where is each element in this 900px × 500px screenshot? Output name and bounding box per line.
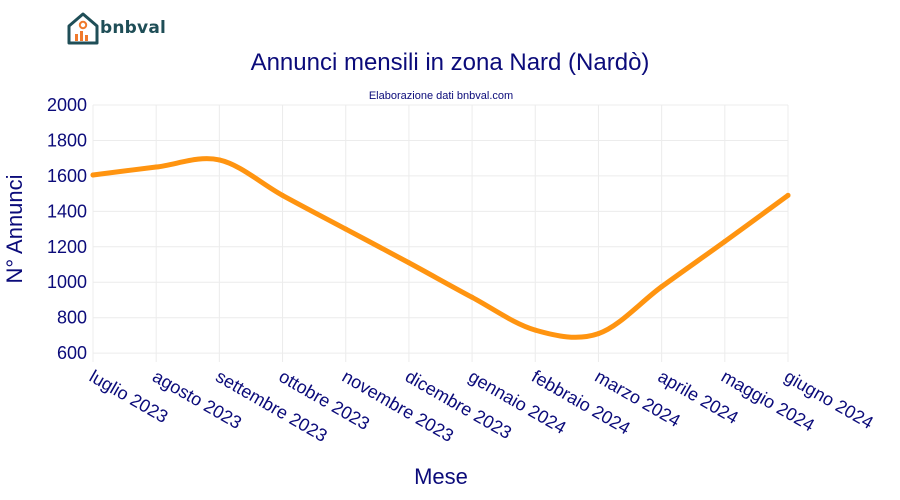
- brand-logo: [66, 10, 176, 46]
- y-tick-label: 600: [57, 343, 87, 363]
- grid: [92, 104, 789, 362]
- data-point[interactable]: [659, 284, 665, 290]
- data-point[interactable]: [722, 238, 728, 244]
- y-tick-label: 2000: [47, 95, 87, 115]
- data-point[interactable]: [406, 260, 412, 266]
- chart-title: Annunci mensili in zona Nard (Nardò): [251, 49, 650, 76]
- data-point[interactable]: [153, 164, 159, 170]
- data-point[interactable]: [216, 157, 222, 163]
- series-layer: [90, 156, 791, 340]
- data-point[interactable]: [90, 172, 96, 178]
- data-point[interactable]: [280, 192, 286, 198]
- x-tick-label: dicembre 2023: [402, 366, 515, 443]
- y-tick-label: 800: [57, 308, 87, 328]
- data-point[interactable]: [785, 192, 791, 198]
- y-tick-label: 1200: [47, 237, 87, 257]
- chart-subtitle: Elaborazione dati bnbval.com: [369, 90, 513, 102]
- y-tick-label: 1800: [47, 130, 87, 150]
- y-tick-label: 1000: [47, 272, 87, 292]
- y-axis-ticks: 600 800 1000 1200 1400 1600 1800 2000: [47, 95, 87, 363]
- y-tick-label: 1400: [47, 201, 87, 221]
- data-point[interactable]: [469, 294, 475, 300]
- data-point[interactable]: [532, 327, 538, 333]
- data-point[interactable]: [343, 226, 349, 232]
- house-chart-icon: [67, 12, 99, 45]
- y-axis-title: N° Annunci: [2, 174, 27, 283]
- y-tick-label: 1600: [47, 166, 87, 186]
- brand-name: bnbval: [100, 18, 167, 38]
- data-point[interactable]: [595, 331, 601, 337]
- x-axis-title: Mese: [414, 464, 468, 489]
- series-line: [90, 156, 791, 340]
